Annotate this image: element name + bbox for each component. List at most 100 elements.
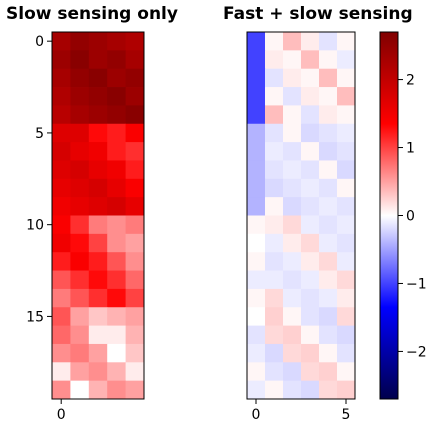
heatmap-cell	[337, 87, 356, 106]
heatmap-cell	[52, 105, 71, 125]
heatmap-cell	[70, 87, 90, 106]
heatmap-cell	[247, 197, 266, 216]
heatmap-cell	[283, 307, 302, 326]
right-plot-frame	[246, 31, 356, 400]
heatmap-cell	[88, 362, 108, 382]
heatmap-cell	[88, 288, 108, 308]
heatmap-cell	[319, 197, 338, 216]
heatmap-cell	[88, 123, 108, 143]
heatmap-cell	[337, 50, 356, 70]
heatmap-cell	[88, 380, 108, 400]
heatmap-cell	[337, 343, 356, 363]
heatmap-cell	[319, 68, 338, 88]
heatmap-cell	[247, 142, 266, 161]
heatmap-cell	[107, 252, 126, 271]
heatmap-cell	[52, 68, 71, 88]
right-heatmap	[247, 32, 356, 400]
heatmap-cell	[301, 288, 320, 308]
heatmap-cell	[247, 380, 266, 400]
y-tick-label: 0	[35, 34, 44, 50]
heatmap-cell	[319, 380, 338, 400]
heatmap-cell	[247, 32, 266, 51]
heatmap-cell	[319, 105, 338, 125]
heatmap-cell	[107, 233, 126, 253]
heatmap-cell	[319, 252, 338, 271]
heatmap-cell	[283, 380, 302, 400]
heatmap-cell	[247, 215, 266, 235]
heatmap-cell	[265, 87, 284, 106]
heatmap-cell	[107, 123, 126, 143]
heatmap-cell	[283, 178, 302, 198]
heatmap-cell	[337, 380, 356, 400]
heatmap-cell	[125, 362, 145, 382]
heatmap-cell	[283, 325, 302, 345]
heatmap-cell	[70, 233, 90, 253]
heatmap-cell	[301, 142, 320, 161]
heatmap-cell	[247, 50, 266, 70]
heatmap-cell	[70, 362, 90, 382]
heatmap-cell	[125, 325, 145, 345]
heatmap-cell	[337, 142, 356, 161]
heatmap-cell	[107, 362, 126, 382]
heatmap-cell	[52, 123, 71, 143]
heatmap-cell	[125, 160, 145, 180]
heatmap-cell	[247, 178, 266, 198]
heatmap-cell	[265, 325, 284, 345]
heatmap-cell	[70, 197, 90, 216]
heatmap-cell	[70, 307, 90, 326]
heatmap-cell	[283, 233, 302, 253]
heatmap-cell	[107, 142, 126, 161]
heatmap-cell	[301, 87, 320, 106]
heatmap-cell	[107, 50, 126, 70]
heatmap-cell	[88, 50, 108, 70]
heatmap-cell	[247, 252, 266, 271]
heatmap-cell	[88, 270, 108, 290]
heatmap-cell	[301, 123, 320, 143]
heatmap-cell	[52, 87, 71, 106]
heatmap-cell	[265, 50, 284, 70]
heatmap-cell	[107, 160, 126, 180]
heatmap-cell	[337, 252, 356, 271]
heatmap-cell	[283, 288, 302, 308]
heatmap-cell	[319, 362, 338, 382]
heatmap-cell	[88, 233, 108, 253]
heatmap-cell	[125, 343, 145, 363]
right-chart-title: Fast + slow sensing	[223, 4, 413, 24]
heatmap-cell	[88, 105, 108, 125]
heatmap-cell	[301, 252, 320, 271]
heatmap-cell	[265, 362, 284, 382]
heatmap-cell	[301, 307, 320, 326]
heatmap-cell	[247, 123, 266, 143]
heatmap-cell	[70, 32, 90, 51]
heatmap-cell	[283, 68, 302, 88]
heatmap-cell	[319, 32, 338, 51]
heatmap-cell	[301, 105, 320, 125]
heatmap-cell	[265, 160, 284, 180]
heatmap-cell	[283, 215, 302, 235]
heatmap-cell	[247, 270, 266, 290]
y-tick-label: 15	[26, 309, 44, 325]
heatmap-cell	[107, 343, 126, 363]
heatmap-cell	[107, 178, 126, 198]
heatmap-cell	[265, 142, 284, 161]
colorbar-tick-label: 0	[406, 209, 415, 225]
heatmap-cell	[107, 68, 126, 88]
heatmap-cell	[107, 325, 126, 345]
heatmap-cell	[265, 197, 284, 216]
heatmap-cell	[107, 105, 126, 125]
heatmap-cell	[88, 178, 108, 198]
heatmap-cell	[247, 288, 266, 308]
heatmap-cell	[107, 307, 126, 326]
heatmap-cell	[301, 343, 320, 363]
heatmap-cell	[301, 233, 320, 253]
heatmap-cell	[247, 307, 266, 326]
heatmap-cell	[319, 307, 338, 326]
heatmap-cell	[319, 123, 338, 143]
heatmap-cell	[301, 178, 320, 198]
heatmap-cell	[88, 87, 108, 106]
heatmap-cell	[52, 215, 71, 235]
colorbar	[379, 31, 399, 400]
heatmap-cell	[70, 123, 90, 143]
heatmap-cell	[301, 270, 320, 290]
